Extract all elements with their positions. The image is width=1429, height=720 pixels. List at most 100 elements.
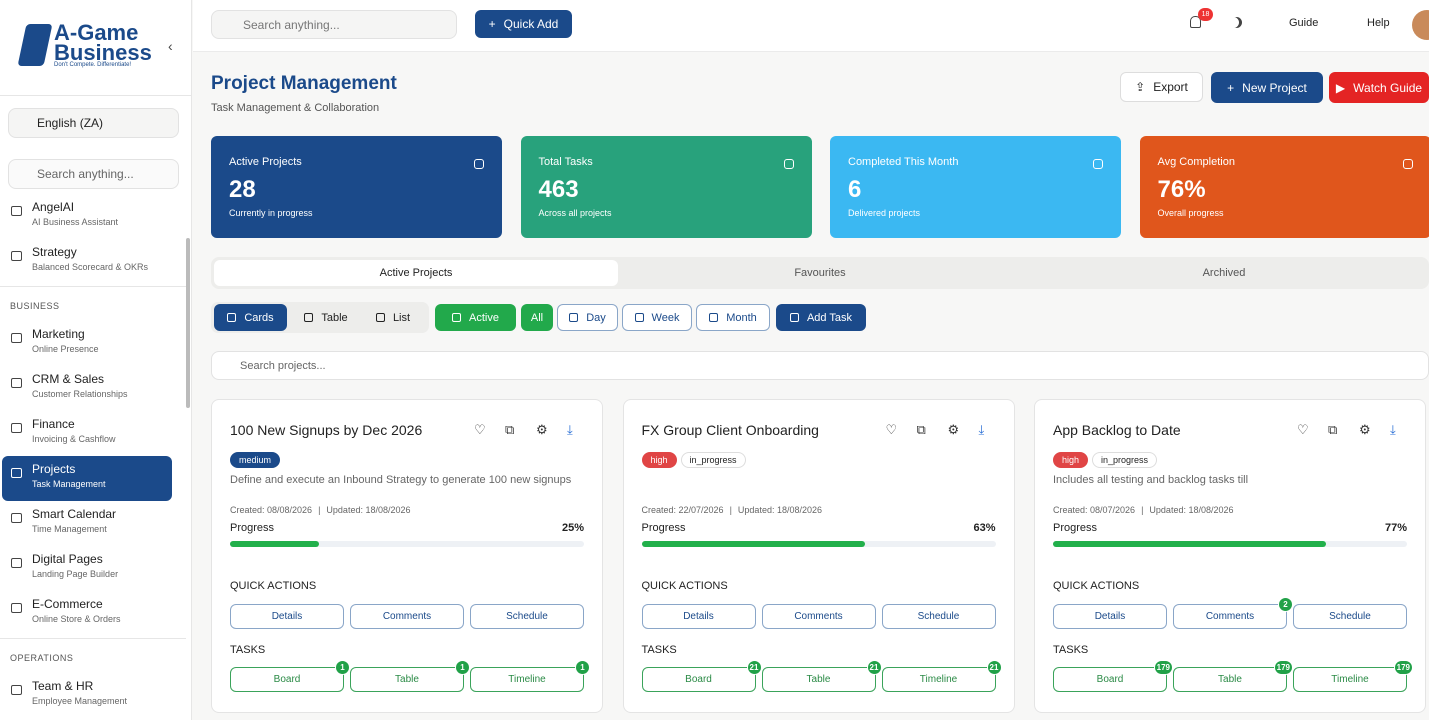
scrollbar [186,238,190,408]
progress-track [641,541,996,547]
guide[interactable]: Guide [1289,17,1319,29]
divider [0,95,191,96]
quick-action[interactable]: Schedule [881,604,996,629]
task-view[interactable]: Board 21 [641,660,762,692]
tab[interactable]: Active Projects [214,260,618,286]
filter[interactable]: Active [435,304,516,331]
task-view[interactable]: Board 1 [230,660,350,692]
task-view[interactable]: Timeline 21 [881,660,1002,692]
progress-bar [1053,541,1326,547]
range-button[interactable]: Month [696,304,770,331]
project-search[interactable]: Search projects... [211,351,1429,380]
view-button[interactable]: Cards [214,304,287,331]
add-task[interactable]: Add Task [776,304,866,331]
project-description: Includes all testing and backlog tasks t… [1053,474,1249,486]
nav-subtitle: Employee Management [32,696,128,706]
card-action[interactable]: ♡ [474,422,486,437]
task-view[interactable]: Table 1 [350,660,470,692]
nav-item[interactable]: Marketing Online Presence [0,321,186,366]
help[interactable]: Help [1367,17,1390,29]
nav: AngelAI AI Business Assistant Strategy Bala… [0,192,186,720]
nav-item[interactable]: CRM & Sales Customer Relationships [0,366,186,411]
badges: high in_progress [1053,450,1407,468]
nav-subtitle: Online Presence [32,344,99,354]
quick-add[interactable]: + Quick Add [475,10,572,38]
stat-icon [1093,159,1103,169]
quick-action[interactable]: Details [1053,604,1167,629]
task-view[interactable]: Table 21 [761,660,882,692]
card-action[interactable]: ⚙ [536,422,548,437]
theme-toggle[interactable] [1231,17,1242,28]
export[interactable]: ⇪ Export [1120,72,1203,102]
task-count: 1 [335,660,350,675]
new-project[interactable]: + New Project [1211,72,1323,103]
updated: Updated: 18/08/2026 [1149,505,1234,515]
nav-item[interactable]: Projects Task Management [2,456,172,501]
card-action[interactable]: ⤓ [1390,422,1396,437]
nav-item[interactable]: Strategy Balanced Scorecard & OKRs [0,239,186,284]
quick-action[interactable]: Comments 2 [1173,597,1293,629]
page-title: Project Management [211,73,397,94]
nav-item[interactable]: Team & HR Employee Management [0,673,186,718]
project-title: App Backlog to Date [1053,422,1181,438]
quick-actions-label: QUICK ACTIONS [230,580,317,592]
task-view[interactable]: Timeline 1 [470,660,590,692]
card-action[interactable]: ⚙ [1359,422,1371,437]
quick-action[interactable]: Comments [761,604,876,629]
view-button[interactable]: List [363,304,423,331]
icon [569,313,579,322]
stat-value: 76% [1157,176,1206,203]
card-action[interactable]: ⤓ [567,422,573,437]
bell[interactable] [1190,16,1201,28]
avatar[interactable] [1412,10,1429,40]
nav-item[interactable]: E-Commerce Online Store & Orders [0,591,186,636]
task-view[interactable]: Board 179 [1053,660,1173,692]
language[interactable]: English (ZA) [8,108,179,138]
task-view[interactable]: Table 179 [1173,660,1293,692]
nav-item[interactable]: Smart Calendar Time Management [0,501,186,546]
quick-action[interactable]: Schedule [1293,604,1407,629]
watch-guide[interactable]: ▶ Watch Guide [1329,72,1429,103]
task-count: 21 [866,660,882,675]
tab[interactable]: Archived [1202,267,1246,279]
badge: in_progress [1092,452,1158,468]
task-count: 179 [1153,660,1173,675]
stat-label: Total Tasks [538,156,593,168]
nav-item[interactable]: AngelAI AI Business Assistant [0,194,186,239]
stat-card: Active Projects 28 Currently in progress [211,136,502,238]
quick-action[interactable]: Schedule [470,604,584,629]
nav-title: Strategy [32,245,77,259]
nav-icon [11,378,22,388]
icon [227,313,237,322]
project-description: Define and execute an Inbound Strategy t… [230,474,572,486]
quick-action[interactable]: Comments [350,604,464,629]
nav-item[interactable]: Finance Invoicing & Cashflow [0,411,186,456]
toolbar: Cards Table List Active All Day Week Month Add T… [211,302,911,333]
view-button[interactable]: Table [291,304,361,331]
card-action[interactable]: ⧉ [505,422,515,437]
label: Table [321,311,348,324]
card-action[interactable]: ⚙ [947,422,960,437]
badge: high [1053,452,1089,468]
quick-action[interactable]: Details [230,604,344,629]
tab[interactable]: Favourites [794,267,846,279]
card-action[interactable]: ⧉ [916,422,926,437]
project-card: 100 New Signups by Dec 2026 ♡ ⧉ ⚙ ⤓ medium Def… [211,399,603,713]
card-action[interactable]: ♡ [885,422,898,437]
top-search[interactable]: Search anything... [211,10,457,39]
icon [304,313,314,322]
card-action[interactable]: ⧉ [1328,422,1338,437]
nav-item[interactable]: Digital Pages Landing Page Builder [0,546,186,591]
collapse[interactable]: ‹ [168,38,173,54]
range-button[interactable]: Week [622,304,692,331]
quick-actions-label: QUICK ACTIONS [1053,580,1140,592]
card-action[interactable]: ⤓ [978,422,985,437]
project-card: App Backlog to Date ♡ ⧉ ⚙ ⤓ high in_progress In… [1034,399,1426,713]
sidebar-search[interactable]: Search anything... [8,159,179,189]
all[interactable]: All [521,304,553,331]
nav-icon [11,333,22,343]
task-view[interactable]: Timeline 179 [1293,660,1413,692]
range-button[interactable]: Day [557,304,618,331]
card-action[interactable]: ♡ [1297,422,1309,437]
quick-action[interactable]: Details [641,604,756,629]
